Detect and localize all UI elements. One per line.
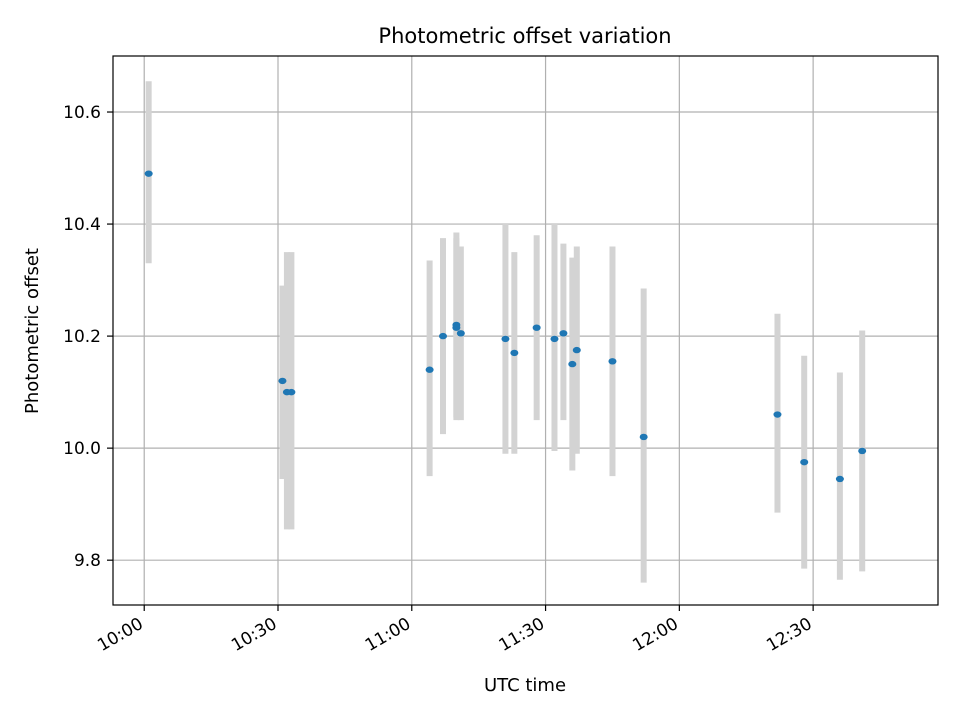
data-point — [550, 335, 559, 343]
y-axis-ticks: 9.8 10.0 10.2 10.4 10.6 — [63, 103, 113, 571]
data-point — [510, 349, 519, 357]
y-tick-label: 10.4 — [63, 215, 101, 235]
y-tick-label: 10.2 — [63, 327, 101, 347]
data-point — [608, 358, 617, 365]
data-point — [773, 411, 782, 418]
data-point — [639, 433, 648, 441]
data-point — [800, 458, 809, 466]
data-point — [858, 447, 867, 455]
data-point — [278, 377, 287, 385]
x-axis-title: UTC time — [484, 675, 566, 696]
data-point — [456, 330, 465, 337]
y-axis-title: Photometric offset — [22, 248, 43, 414]
data-point — [559, 330, 568, 337]
y-tick-label: 10.6 — [63, 103, 101, 123]
y-tick-label: 10.0 — [63, 439, 101, 459]
data-point — [568, 360, 577, 368]
data-point — [425, 366, 434, 373]
data-point — [532, 324, 541, 331]
data-point — [835, 475, 844, 483]
chart-title: Photometric offset variation — [378, 24, 671, 48]
data-point — [452, 324, 461, 331]
data-points — [144, 170, 867, 483]
data-point — [501, 335, 510, 343]
data-point — [572, 346, 581, 354]
data-point — [287, 388, 296, 396]
grid — [113, 56, 938, 605]
data-point — [144, 170, 153, 177]
plot-frame — [112, 55, 939, 606]
data-point — [439, 332, 447, 340]
y-tick-label: 9.8 — [74, 551, 101, 571]
